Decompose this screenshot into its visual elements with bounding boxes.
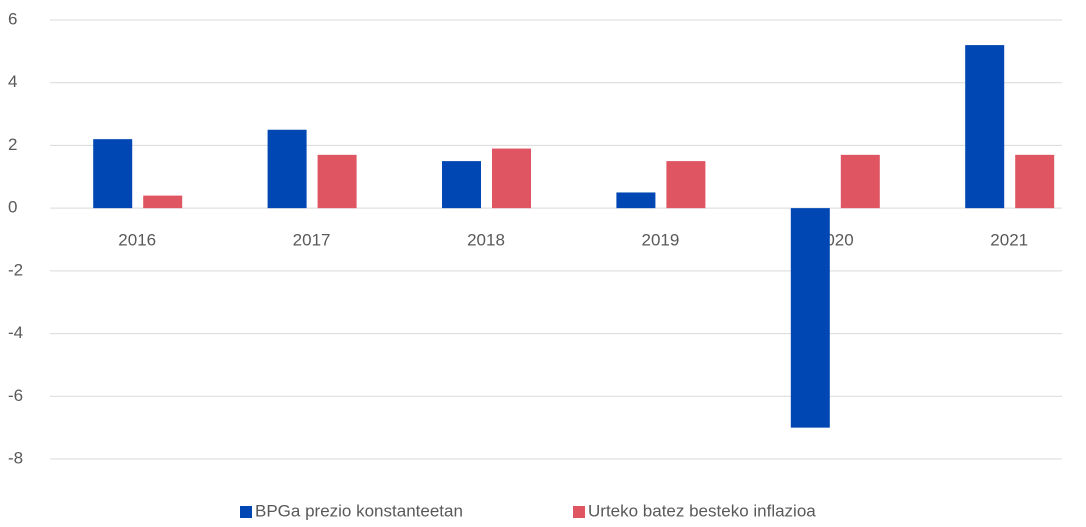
y-tick-label: 6 — [8, 9, 17, 28]
legend-label: BPGa prezio konstanteetan — [255, 501, 463, 520]
x-tick-label: 2017 — [293, 231, 331, 250]
bar — [616, 192, 656, 209]
x-tick-label: 2021 — [990, 231, 1028, 250]
y-tick-label: 2 — [8, 135, 17, 154]
legend-label: Urteko batez besteko inflazioa — [588, 501, 816, 520]
y-tick-label: -2 — [8, 260, 23, 279]
x-tick-label: 2018 — [467, 231, 505, 250]
y-tick-label: -4 — [8, 323, 23, 342]
bar — [666, 161, 706, 209]
bar — [790, 208, 830, 428]
bar — [840, 154, 880, 209]
bar — [492, 148, 531, 209]
bar — [965, 45, 1005, 209]
bar — [267, 129, 307, 209]
legend-swatch — [573, 506, 585, 518]
bar — [442, 161, 481, 209]
y-tick-label: -6 — [8, 386, 23, 405]
bar — [1015, 154, 1055, 209]
y-tick-label: 0 — [8, 198, 17, 217]
y-tick-label: 4 — [8, 72, 17, 91]
bar — [317, 154, 357, 209]
x-tick-label: 2016 — [118, 231, 156, 250]
y-tick-label: -8 — [8, 448, 23, 467]
legend-swatch — [240, 506, 252, 518]
bar — [93, 139, 133, 209]
x-tick-label: 2019 — [641, 231, 679, 250]
bar — [143, 195, 183, 209]
